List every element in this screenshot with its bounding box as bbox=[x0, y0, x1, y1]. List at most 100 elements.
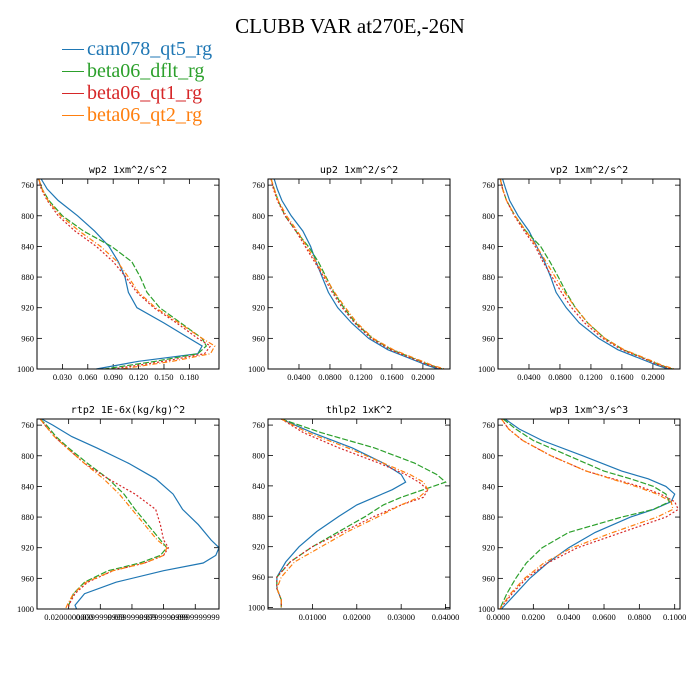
x-tick-label: 0.0999999999 bbox=[171, 612, 220, 622]
legend-swatch-qt1 bbox=[62, 92, 84, 94]
y-tick-label: 840 bbox=[482, 481, 495, 491]
legend-swatch-qt2 bbox=[62, 114, 84, 116]
x-tick-label: 0.04000 bbox=[432, 612, 460, 622]
plot-frame bbox=[36, 178, 220, 370]
y-tick-label: 960 bbox=[482, 333, 495, 343]
y-tick-label: 800 bbox=[482, 451, 495, 461]
panel-4: rtp2 1E-6x(kg/kg)^2 760 800 840 880 920 960 100… bbox=[17, 405, 220, 622]
series-line-4 bbox=[499, 418, 674, 610]
series-line-3 bbox=[499, 418, 679, 610]
legend-label-cam078: cam078_qt5_rg bbox=[87, 37, 213, 60]
series-line-4 bbox=[39, 418, 168, 610]
series-line-3 bbox=[270, 178, 443, 370]
x-tick-label: 0.0200 bbox=[522, 612, 545, 622]
y-tick-label: 920 bbox=[252, 542, 265, 552]
panel-5: thlp2 1xK^2 760 800 840 880 920 960 1000 0.01000… bbox=[248, 405, 459, 622]
x-tick-label: 0.150 bbox=[154, 372, 173, 382]
y-tick-label: 1000 bbox=[248, 602, 265, 612]
y-tick-label: 760 bbox=[482, 420, 495, 430]
series-line-2 bbox=[276, 418, 447, 608]
y-tick-label: 1000 bbox=[17, 604, 34, 614]
x-tick-label: 0.090 bbox=[104, 372, 123, 382]
y-tick-label: 840 bbox=[21, 481, 34, 491]
x-tick-label: 0.180 bbox=[180, 372, 199, 382]
y-tick-label: 800 bbox=[252, 211, 265, 221]
y-tick-label: 760 bbox=[252, 180, 265, 190]
legend-item-qt1: beta06_qt1_rg bbox=[62, 82, 212, 104]
x-tick-label: 0.0799999999 bbox=[139, 612, 188, 622]
panel-title: wp3 1xm^3/s^3 bbox=[550, 405, 628, 416]
plot-frame bbox=[497, 418, 681, 610]
x-tick-label: 0.1000 bbox=[663, 612, 686, 622]
y-tick-label: 840 bbox=[21, 241, 34, 251]
x-tick-label: 0.0800 bbox=[548, 372, 571, 382]
series-line-3 bbox=[38, 178, 212, 370]
legend-label-dflt: beta06_dflt_rg bbox=[87, 59, 205, 82]
y-tick-label: 880 bbox=[252, 511, 265, 521]
y-tick-label: 920 bbox=[252, 303, 265, 313]
x-tick-label: 0.0400 bbox=[557, 612, 580, 622]
legend-item-qt2: beta06_qt2_rg bbox=[62, 104, 212, 126]
x-tick-label: 0.0200000000 bbox=[44, 612, 93, 622]
y-tick-label: 960 bbox=[252, 572, 265, 582]
series-line-2 bbox=[499, 178, 673, 370]
y-tick-label: 1000 bbox=[248, 364, 265, 374]
series-line-1 bbox=[276, 418, 407, 608]
x-tick-label: 0.0000 bbox=[486, 612, 509, 622]
y-tick-label: 760 bbox=[252, 420, 265, 430]
x-tick-label: 0.03000 bbox=[387, 612, 415, 622]
series-line-1 bbox=[41, 418, 220, 610]
y-tick-label: 920 bbox=[482, 543, 495, 553]
figure-title: CLUBB VAR at270E,-26N bbox=[235, 14, 465, 38]
y-tick-label: 960 bbox=[482, 573, 495, 583]
panel-6: wp3 1xm^3/s^3 760 800 840 880 920 960 10000.000… bbox=[478, 405, 686, 622]
y-tick-label: 800 bbox=[482, 211, 495, 221]
series-line-1 bbox=[273, 178, 439, 370]
series-line-3 bbox=[499, 178, 673, 370]
x-tick-label: 0.1600 bbox=[380, 372, 403, 382]
series-line-3 bbox=[276, 418, 429, 608]
series-line-1 bbox=[40, 178, 203, 370]
x-tick-label: 0.0800 bbox=[318, 372, 341, 382]
legend-item-dflt: beta06_dflt_rg bbox=[62, 60, 212, 82]
y-tick-label: 1000 bbox=[478, 604, 495, 614]
panel-title: rtp2 1E-6x(kg/kg)^2 bbox=[71, 405, 185, 416]
legend-label-qt2: beta06_qt2_rg bbox=[87, 103, 203, 126]
x-tick-label: 0.1200 bbox=[579, 372, 602, 382]
x-tick-label: 0.120 bbox=[129, 372, 148, 382]
y-tick-label: 880 bbox=[482, 272, 495, 282]
series-line-4 bbox=[499, 178, 675, 370]
y-tick-label: 880 bbox=[21, 272, 34, 282]
panel-1: wp2 1xm^2/s^2 760 800 840 880 920 960 1000 0.030… bbox=[17, 165, 220, 382]
y-tick-label: 1000 bbox=[478, 364, 495, 374]
x-tick-label: 0.02000 bbox=[343, 612, 371, 622]
series-line-4 bbox=[276, 418, 429, 608]
x-tick-label: 0.2000 bbox=[411, 372, 434, 382]
y-tick-label: 760 bbox=[21, 180, 34, 190]
y-tick-label: 960 bbox=[252, 333, 265, 343]
legend-item-cam078: cam078_qt5_rg bbox=[62, 38, 212, 60]
legend-swatch-dflt bbox=[62, 70, 84, 72]
y-tick-label: 960 bbox=[21, 573, 34, 583]
y-tick-label: 880 bbox=[21, 512, 34, 522]
plot-frame bbox=[497, 178, 681, 370]
y-tick-label: 880 bbox=[252, 272, 265, 282]
y-tick-label: 920 bbox=[21, 543, 34, 553]
panel-title: thlp2 1xK^2 bbox=[326, 405, 392, 416]
x-tick-label: 0.01000 bbox=[299, 612, 327, 622]
plot-frame bbox=[267, 178, 451, 370]
y-tick-label: 760 bbox=[21, 420, 34, 430]
y-tick-label: 1000 bbox=[17, 364, 34, 374]
x-tick-label: 0.0599999999 bbox=[108, 612, 157, 622]
x-tick-label: 0.0600 bbox=[592, 612, 615, 622]
legend: cam078_qt5_rg beta06_dflt_rg beta06_qt1_… bbox=[62, 38, 212, 126]
y-tick-label: 800 bbox=[252, 450, 265, 460]
y-tick-label: 800 bbox=[21, 211, 34, 221]
x-tick-label: 0.0800 bbox=[628, 612, 651, 622]
panel-3: vp2 1xm^2/s^2 760 800 840 880 920 960 1000 0.040… bbox=[478, 165, 681, 382]
x-tick-label: 0.2000 bbox=[641, 372, 664, 382]
x-tick-label: 0.0400 bbox=[517, 372, 540, 382]
plot-frame bbox=[267, 418, 451, 610]
series-line-1 bbox=[501, 418, 676, 610]
